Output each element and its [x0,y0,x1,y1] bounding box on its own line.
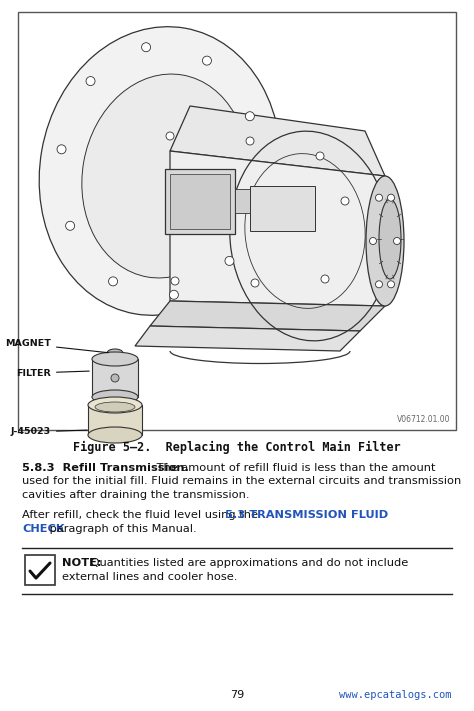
Polygon shape [170,151,385,306]
Bar [170,173,230,228]
Ellipse shape [316,152,324,160]
Text: FILTER: FILTER [16,368,89,378]
Text: used for the initial fill. Fluid remains in the external circuits and transmissi: used for the initial fill. Fluid remains… [22,476,461,486]
Ellipse shape [166,132,174,140]
Ellipse shape [88,427,142,443]
Text: 5.3 TRANSMISSION FLUID: 5.3 TRANSMISSION FLUID [225,510,389,520]
Bar [235,189,255,213]
Text: After refill, check the fluid level using the: After refill, check the fluid level usin… [22,510,262,520]
Ellipse shape [321,275,329,283]
Ellipse shape [86,77,95,85]
Ellipse shape [379,199,401,279]
Polygon shape [135,326,360,351]
Ellipse shape [225,257,234,265]
Ellipse shape [202,56,211,65]
Ellipse shape [92,390,138,404]
Bar [88,405,142,435]
Ellipse shape [57,145,66,154]
Text: 79: 79 [230,690,244,700]
Ellipse shape [65,221,74,230]
Ellipse shape [370,237,376,245]
Text: 5.8.3  Refill Transmission.: 5.8.3 Refill Transmission. [22,463,189,473]
Ellipse shape [171,277,179,285]
Ellipse shape [246,137,254,145]
Ellipse shape [39,27,281,315]
Ellipse shape [341,197,349,205]
Ellipse shape [111,374,119,382]
Ellipse shape [95,402,135,412]
Ellipse shape [366,176,404,306]
Ellipse shape [82,74,248,278]
Polygon shape [170,106,385,176]
Text: MAGNET: MAGNET [5,339,108,353]
Ellipse shape [92,352,138,366]
Text: www.epcatalogs.com: www.epcatalogs.com [339,690,452,700]
Text: The amount of refill fluid is less than the amount: The amount of refill fluid is less than … [153,463,436,473]
Ellipse shape [388,194,394,201]
Ellipse shape [246,112,255,121]
Ellipse shape [375,281,383,288]
Text: paragraph of this Manual.: paragraph of this Manual. [46,524,197,534]
Ellipse shape [254,188,263,197]
Bar [92,359,138,397]
Text: cavities after draining the transmission.: cavities after draining the transmission… [22,490,249,500]
Ellipse shape [251,279,259,287]
Polygon shape [150,301,385,331]
Ellipse shape [107,349,123,357]
Ellipse shape [375,194,383,201]
Bar [18,12,456,430]
Text: CHECK: CHECK [22,524,64,534]
Ellipse shape [169,290,178,299]
Text: external lines and cooler hose.: external lines and cooler hose. [62,572,237,582]
Ellipse shape [142,43,151,52]
Bar [250,186,315,231]
Ellipse shape [88,397,142,413]
Ellipse shape [109,277,118,286]
Bar [25,555,55,585]
Text: NOTE:: NOTE: [62,558,101,568]
Text: Quantities listed are approximations and do not include: Quantities listed are approximations and… [87,558,408,568]
Text: J-45023: J-45023 [11,427,87,437]
Bar [165,169,235,233]
Ellipse shape [388,281,394,288]
Ellipse shape [393,237,401,245]
Text: Figure 5–2.  Replacing the Control Main Filter: Figure 5–2. Replacing the Control Main F… [73,441,401,454]
Text: V06712.01.00: V06712.01.00 [396,415,450,424]
